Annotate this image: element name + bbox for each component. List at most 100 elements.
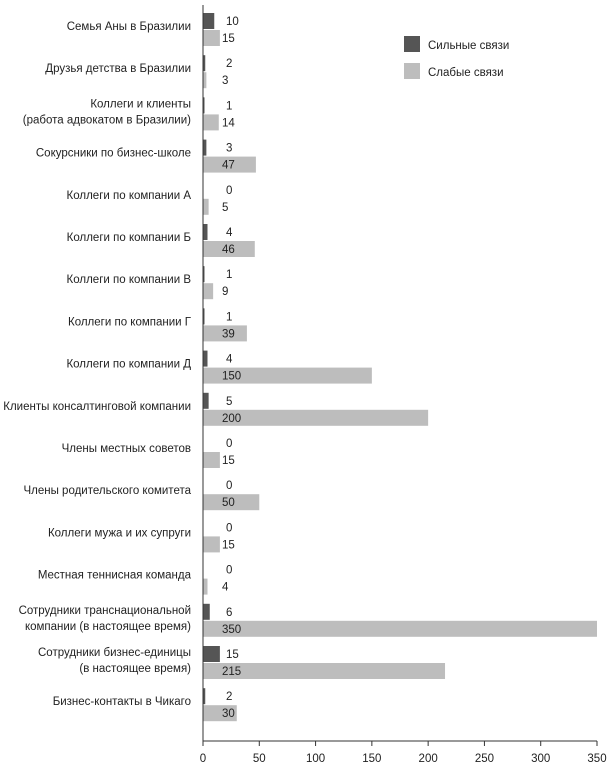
bar-strong xyxy=(203,55,206,72)
bar-weak xyxy=(203,30,220,46)
value-label-weak: 3 xyxy=(222,75,228,87)
x-tick-label: 200 xyxy=(419,753,438,765)
bar-weak xyxy=(203,367,372,384)
category-label: Коллеги по компании Г xyxy=(68,316,192,328)
bar-strong-min xyxy=(203,97,205,114)
category-label-line: Коллеги и клиенты xyxy=(90,98,191,110)
x-tick-label: 150 xyxy=(362,753,381,765)
bar-weak xyxy=(203,452,220,468)
value-label-strong: 0 xyxy=(226,438,232,450)
bar-strong xyxy=(203,603,210,620)
value-label-weak: 15 xyxy=(222,33,235,45)
value-label-weak: 5 xyxy=(222,202,228,214)
value-label-strong: 1 xyxy=(226,311,232,323)
value-label-weak: 47 xyxy=(222,160,235,172)
value-label-strong: 3 xyxy=(226,143,232,155)
bar-weak xyxy=(203,325,247,342)
value-label-weak: 15 xyxy=(222,455,235,467)
bar-strong-min xyxy=(203,266,205,283)
value-label-weak: 39 xyxy=(222,328,235,340)
bar-weak xyxy=(203,705,237,722)
value-label-weak: 30 xyxy=(222,708,235,720)
value-label-weak: 50 xyxy=(222,497,235,509)
x-tick-label: 0 xyxy=(200,753,206,765)
category-label: Семья Аны в Бразилии xyxy=(67,21,191,33)
category-label: Члены родительского комитета xyxy=(23,485,191,497)
bar-strong xyxy=(203,350,208,367)
bar-strong xyxy=(203,646,220,662)
bars-layer xyxy=(203,13,597,722)
bar-weak xyxy=(203,283,214,300)
bar-strong xyxy=(203,392,209,409)
category-label: Коллеги и клиенты (работа адвокатом в Бра… xyxy=(23,98,191,126)
legend-swatch-weak xyxy=(404,63,420,79)
x-tick-label: 100 xyxy=(306,753,325,765)
value-label-weak: 15 xyxy=(222,539,235,551)
value-label-strong: 0 xyxy=(226,480,232,492)
value-label-strong: 0 xyxy=(226,185,232,197)
category-label-line: Сотрудники бизнес-единицы xyxy=(38,647,191,659)
bar-strong xyxy=(203,688,206,705)
value-label-strong: 1 xyxy=(226,100,232,112)
value-label-strong: 1 xyxy=(226,269,232,281)
value-label-weak: 150 xyxy=(222,371,241,383)
value-label-weak: 4 xyxy=(222,582,229,594)
x-tick-label: 250 xyxy=(475,753,494,765)
x-tick-label: 50 xyxy=(253,753,266,765)
value-label-strong: 2 xyxy=(226,691,232,703)
value-label-strong: 4 xyxy=(226,227,233,239)
bar-weak xyxy=(203,620,597,637)
category-label: Коллеги по компании А xyxy=(67,190,192,202)
bar-strong xyxy=(203,13,215,29)
legend-swatch-strong xyxy=(404,36,420,52)
value-label-strong: 2 xyxy=(226,58,232,70)
bar-weak xyxy=(203,536,220,553)
category-label: Бизнес-контакты в Чикаго xyxy=(53,696,191,708)
bar-weak xyxy=(203,663,446,679)
value-label-strong: 0 xyxy=(226,565,232,577)
bar-weak xyxy=(203,494,260,511)
category-label-line: (работа адвокатом в Бразилии) xyxy=(23,114,191,126)
x-tick-label: 300 xyxy=(531,753,550,765)
value-label-strong: 4 xyxy=(226,354,233,366)
category-label-line: Сотрудники транснациональной xyxy=(19,605,191,617)
legend-label-weak: Слабые связи xyxy=(428,67,504,79)
x-tick-label: 350 xyxy=(587,753,606,765)
category-label-line: (в настоящее время) xyxy=(79,663,191,675)
category-label: Коллеги по компании В xyxy=(67,274,192,286)
category-label: Местная теннисная команда xyxy=(38,570,192,582)
category-label-line: компании (в настоящее время) xyxy=(25,621,191,633)
value-label-strong: 10 xyxy=(226,16,239,28)
value-label-strong: 0 xyxy=(226,522,232,534)
x-axis: 0 50 100 150 200 250 300 350 xyxy=(200,5,607,765)
value-label-strong: 5 xyxy=(226,396,232,408)
category-label: Друзья детства в Бразилии xyxy=(45,63,191,75)
value-label-weak: 215 xyxy=(222,666,241,678)
bar-weak xyxy=(203,198,209,215)
bar-weak xyxy=(203,72,207,89)
value-label-weak: 46 xyxy=(222,244,235,256)
bar-strong-min xyxy=(203,308,205,325)
value-labels: 1015231143470544619139415052000150500150… xyxy=(222,16,241,720)
bar-weak xyxy=(203,409,429,426)
category-label: Коллеги по компании Д xyxy=(66,359,191,371)
bar-strong xyxy=(203,139,207,156)
bar-weak xyxy=(203,156,256,173)
bar-strong xyxy=(203,224,208,240)
legend: Сильные связи Слабые связи xyxy=(404,36,509,79)
category-label: Коллеги мужа и их супруги xyxy=(48,527,191,539)
category-label: Сотрудники транснациональной компании (в … xyxy=(19,605,192,633)
value-label-strong: 15 xyxy=(226,649,239,661)
category-label: Сокурсники по бизнес-школе xyxy=(36,148,191,160)
bar-weak xyxy=(203,578,208,595)
bar-weak xyxy=(203,114,219,131)
category-label: Сотрудники бизнес-единицы (в настоящее вр… xyxy=(38,647,191,675)
bar-weak xyxy=(203,241,255,257)
value-label-weak: 9 xyxy=(222,286,228,298)
value-label-strong: 6 xyxy=(226,607,232,619)
value-label-weak: 350 xyxy=(222,624,241,636)
category-label: Члены местных советов xyxy=(62,443,191,455)
category-label: Клиенты консалтинговой компании xyxy=(3,401,191,413)
category-labels: Семья Аны в Бразилии Друзья детства в Бра… xyxy=(3,21,192,708)
